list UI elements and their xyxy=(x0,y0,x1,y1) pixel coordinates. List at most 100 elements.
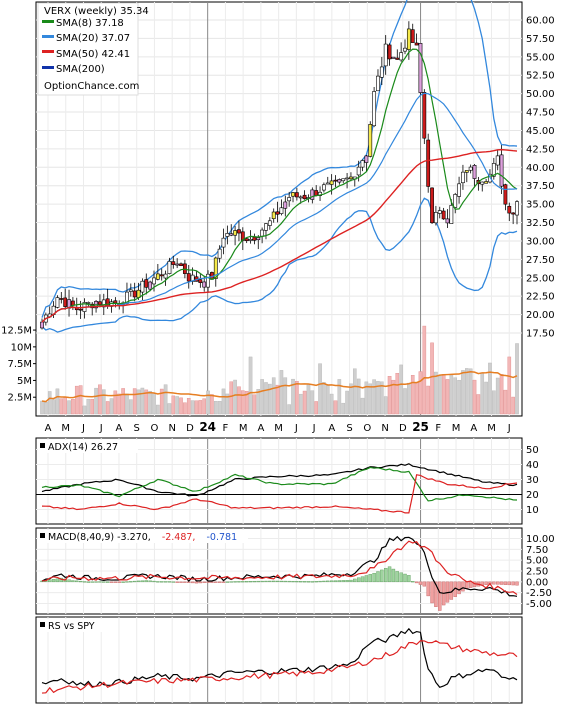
indicator-y-tick: -2.50 xyxy=(526,588,552,599)
macd-histogram-bar xyxy=(152,580,156,583)
legend-sma8: SMA(8) 37.18 xyxy=(56,18,124,29)
x-month-tick: D xyxy=(186,423,194,434)
candle-body xyxy=(426,139,431,187)
macd-histogram-bar xyxy=(132,580,137,583)
candle-body xyxy=(453,194,458,208)
volume-bar xyxy=(298,393,303,415)
candle-body xyxy=(59,298,64,300)
macd-histogram-bar xyxy=(468,581,473,588)
candle-body xyxy=(468,166,473,171)
price-y-tick: 52.50 xyxy=(526,71,555,82)
x-month-tick: J xyxy=(507,423,511,434)
volume-bar xyxy=(480,372,485,415)
volume-bar xyxy=(492,390,496,415)
macd-histogram-bar xyxy=(206,581,210,583)
volume-bar xyxy=(129,399,133,415)
macd-histogram-bar xyxy=(411,581,415,583)
macd-histogram-bar xyxy=(194,581,199,584)
volume-bar xyxy=(213,400,218,415)
volume-bar xyxy=(241,390,245,415)
macd-histogram-bar xyxy=(94,581,98,583)
macd-histogram-bar xyxy=(422,581,427,587)
bollinger-lower-band xyxy=(41,197,518,333)
macd-histogram-bar xyxy=(221,581,226,583)
macd-histogram-bar xyxy=(457,581,461,595)
volume-bar xyxy=(148,390,152,415)
candle-body xyxy=(186,273,191,282)
candle-body xyxy=(430,187,434,224)
volume-bar xyxy=(310,390,315,415)
candle-body xyxy=(310,189,315,200)
volume-bar xyxy=(383,396,388,415)
candle-body xyxy=(345,177,349,180)
x-month-tick: D xyxy=(399,423,407,434)
volume-bar xyxy=(190,400,195,415)
volume-bar xyxy=(82,405,87,415)
candle-body xyxy=(163,273,168,279)
candle-body xyxy=(507,205,512,214)
adx-label-box xyxy=(38,440,138,453)
macd-histogram-bar xyxy=(391,568,396,583)
macd-histogram-bar xyxy=(484,581,488,585)
volume-bar xyxy=(256,389,261,415)
price-y-tick: 32.50 xyxy=(526,218,555,229)
macd-histogram-bar xyxy=(499,581,504,585)
macd-label: MACD(8,40,9) -3.270, -2.487, -0.781 xyxy=(48,532,237,543)
price-y-tick: 37.50 xyxy=(526,181,555,192)
macd-histogram-bar xyxy=(117,581,121,583)
macd-histogram-bar xyxy=(349,579,353,583)
adx-label: ADX(14) 26.27 xyxy=(48,442,118,453)
volume-bar xyxy=(94,387,98,415)
volume-bar xyxy=(464,368,469,415)
x-month-tick: J xyxy=(99,423,103,434)
candle-body xyxy=(252,236,257,241)
price-y-tick: 45.00 xyxy=(526,126,555,137)
volume-bar xyxy=(387,376,392,415)
volume-y-tick: 10M xyxy=(11,342,32,353)
macd-histogram-bar xyxy=(356,577,361,583)
candle-body xyxy=(271,211,276,220)
macd-histogram-bar xyxy=(322,580,326,583)
candle-body xyxy=(229,233,234,236)
x-month-tick: A xyxy=(45,423,52,434)
macd-histogram-bar xyxy=(225,581,230,583)
macd-histogram-bar xyxy=(272,580,276,583)
adx-swatch xyxy=(40,443,45,448)
candle-body xyxy=(457,183,461,197)
candle-body xyxy=(515,201,519,216)
macd-histogram-bar xyxy=(55,578,60,583)
volume-bar xyxy=(430,342,434,415)
volume-bar xyxy=(179,397,183,415)
macd-histogram-bar xyxy=(86,581,91,583)
macd-histogram-bar xyxy=(241,581,245,583)
price-y-tick: 60.00 xyxy=(526,16,555,27)
volume-bar xyxy=(345,390,349,415)
volume-bar xyxy=(407,382,411,415)
x-month-tick: M xyxy=(487,423,496,434)
macd-histogram-bar xyxy=(291,580,295,583)
volume-bar xyxy=(125,393,129,415)
indicator-y-tick: 5.00 xyxy=(526,556,548,567)
candle-body xyxy=(287,197,292,202)
x-month-tick: N xyxy=(381,423,388,434)
macd-histogram-bar xyxy=(337,580,342,583)
legend-sma200: SMA(200) xyxy=(56,64,105,75)
macd-histogram-bar xyxy=(51,579,56,583)
macd-histogram-bar xyxy=(136,580,141,583)
macd-histogram-bar xyxy=(399,572,403,583)
macd-histogram-bar xyxy=(210,581,214,583)
indicator-y-tick: 20 xyxy=(526,490,539,501)
macd-histogram-bar xyxy=(492,581,496,585)
candle-body xyxy=(190,274,195,282)
candle-body xyxy=(175,263,180,266)
sma50-line xyxy=(41,148,518,323)
volume-bar xyxy=(98,384,102,415)
candle-body xyxy=(410,29,415,43)
x-month-tick: F xyxy=(435,423,441,434)
volume-bar xyxy=(341,402,346,415)
candle-body xyxy=(391,56,396,59)
volume-bar xyxy=(198,400,203,415)
macd-histogram-bar xyxy=(503,581,508,585)
candle-body xyxy=(148,281,153,290)
volume-bar xyxy=(113,390,118,415)
